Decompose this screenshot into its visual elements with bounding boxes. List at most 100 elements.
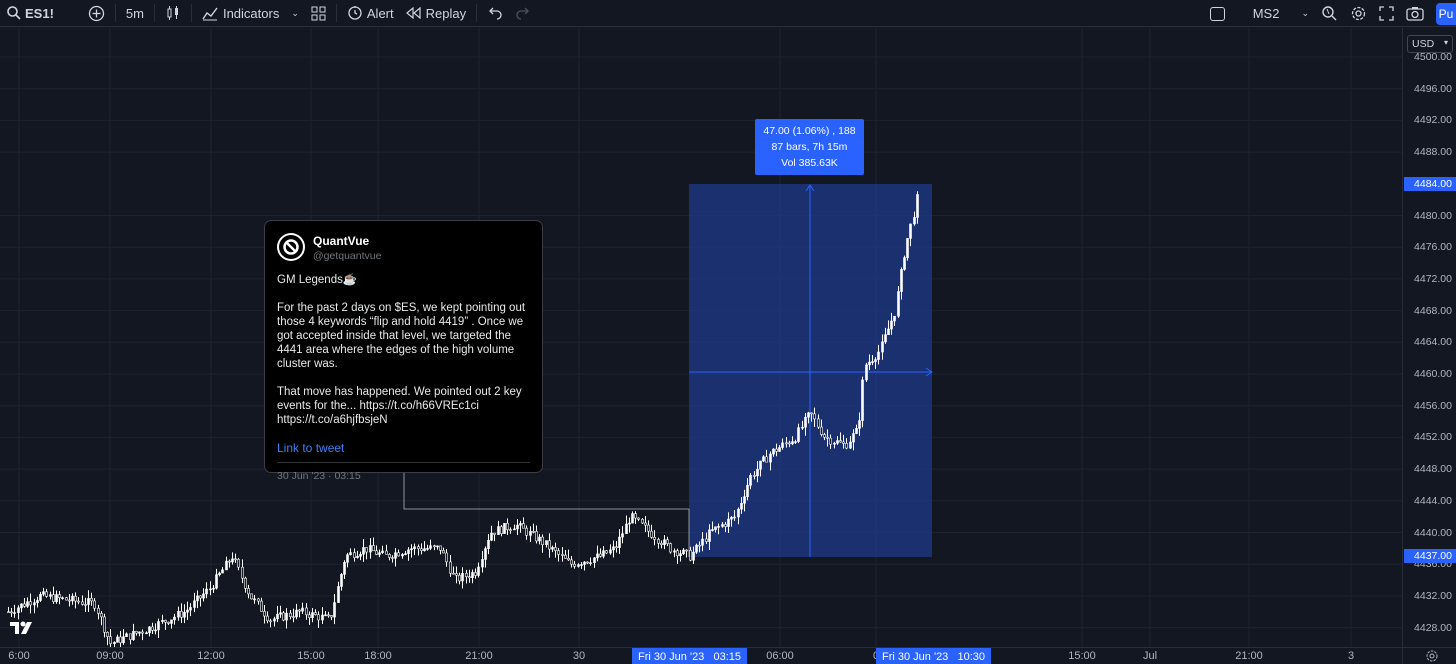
alert-button[interactable]: Alert [341, 0, 400, 27]
price-tick-label: 4460.00 [1414, 368, 1452, 380]
tweet-author-name: QuantVue [313, 234, 370, 248]
candle-body [234, 558, 237, 561]
candle-body [871, 361, 874, 363]
price-tick-label: 4492.00 [1414, 114, 1452, 127]
redo-button[interactable] [509, 0, 537, 27]
candle-body [218, 572, 221, 575]
layout-name-button[interactable]: MS2 ⌄ [1247, 0, 1315, 27]
candles-icon [167, 6, 178, 20]
candle-body [769, 453, 772, 463]
tweet-body: GM Legends☕ For the past 2 days on $ES, … [277, 274, 526, 426]
replay-button[interactable]: Replay [400, 0, 472, 27]
candle-body [481, 559, 484, 568]
settings-icon[interactable] [1425, 649, 1439, 663]
time-axis[interactable]: 6:0009:0012:0015:0018:0021:003006:00015:… [0, 647, 1402, 664]
tweet-link[interactable]: Link to tweet [277, 441, 345, 455]
candle-body [311, 612, 314, 618]
candle-body [353, 552, 356, 558]
candle-body [775, 448, 778, 452]
candle-body [833, 442, 836, 445]
currency-selector[interactable]: USD ▾ [1407, 35, 1453, 53]
chart-type-button[interactable] [159, 0, 187, 27]
select-layout-checkbox[interactable] [1209, 6, 1225, 21]
candle-body [868, 361, 871, 366]
candle-body [45, 591, 48, 597]
price-axis[interactable]: USD ▾ 4500.00 4496.00 4492.00 4488.00 4480.0… [1402, 28, 1456, 647]
interval-button[interactable]: 5m [120, 0, 150, 27]
candle-body [413, 546, 416, 550]
candle-body [324, 614, 327, 617]
chevron-down-icon[interactable]: ⌄ [1301, 8, 1309, 18]
candle-body [167, 621, 170, 624]
indicators-button[interactable]: Indicators ⌄ [196, 0, 305, 27]
time-tick-label: 06:00 [766, 650, 794, 662]
candle-body [250, 593, 253, 600]
candle-body [301, 607, 304, 612]
candle-body [733, 516, 736, 519]
candlestick-series [7, 191, 919, 647]
publish-button[interactable]: Pu [1436, 2, 1456, 25]
candle-body [740, 503, 743, 510]
candle-body [724, 524, 727, 527]
divider [153, 4, 155, 22]
settings-button[interactable] [1344, 0, 1373, 27]
candle-body [465, 572, 468, 577]
candle-body [164, 619, 167, 623]
price-chart[interactable] [0, 28, 1402, 647]
price-tick-label: 4432.00 [1414, 589, 1452, 602]
candle-body [650, 530, 653, 538]
undo-button[interactable] [481, 0, 509, 27]
candle-body [845, 443, 848, 449]
candle-body [77, 600, 80, 603]
candle-body [545, 540, 548, 546]
candle-body [765, 456, 768, 463]
candle-body [653, 536, 656, 540]
candle-body [557, 550, 560, 555]
candle-body [407, 549, 410, 554]
candle-body [276, 613, 279, 620]
candle-body [228, 560, 231, 563]
candle-body [826, 436, 829, 439]
candle-body [135, 630, 138, 634]
chevron-down-icon[interactable]: ⌄ [291, 7, 299, 18]
time-tag-end: Fri 30 Jun '23 10:30 [876, 648, 991, 664]
candle-body [119, 636, 122, 644]
quick-search-button[interactable] [1315, 0, 1344, 27]
alert-icon [348, 6, 362, 20]
candle-body [813, 413, 816, 420]
candle-body [71, 595, 74, 602]
candle-body [564, 554, 567, 559]
candle-body [266, 615, 269, 622]
candle-body [701, 538, 704, 546]
candle-body [199, 595, 202, 599]
candle-body [682, 549, 685, 554]
candle-body [561, 554, 564, 556]
candle-body [420, 548, 423, 551]
candle-body [122, 636, 125, 644]
candle-body [794, 441, 797, 443]
layouts-button[interactable] [305, 0, 332, 27]
snapshot-button[interactable] [1400, 0, 1430, 27]
candle-body [785, 442, 788, 445]
candle-body [810, 412, 813, 415]
candle-body [305, 607, 308, 616]
compare-symbol-button[interactable] [82, 0, 111, 27]
candle-body [807, 412, 810, 418]
time-tick-label: 15:00 [297, 650, 325, 662]
tweet-card: QuantVue @getquantvue GM Legends☕ For th… [264, 220, 543, 482]
symbol-search[interactable]: ES1! [0, 0, 60, 27]
candle-body [634, 513, 637, 519]
tradingview-logo-icon[interactable] [10, 620, 36, 636]
candle-body [237, 559, 240, 568]
candle-body [849, 441, 852, 449]
candle-body [103, 616, 106, 633]
candle-body [881, 341, 884, 353]
candle-body [759, 460, 762, 470]
price-tick-label: 4468.00 [1414, 304, 1452, 317]
candle-body [522, 523, 525, 529]
candle-body [842, 441, 845, 444]
time-tick-label: 15:00 [1068, 650, 1096, 662]
candle-body [388, 554, 391, 558]
candle-body [858, 420, 861, 429]
fullscreen-button[interactable] [1373, 0, 1400, 27]
